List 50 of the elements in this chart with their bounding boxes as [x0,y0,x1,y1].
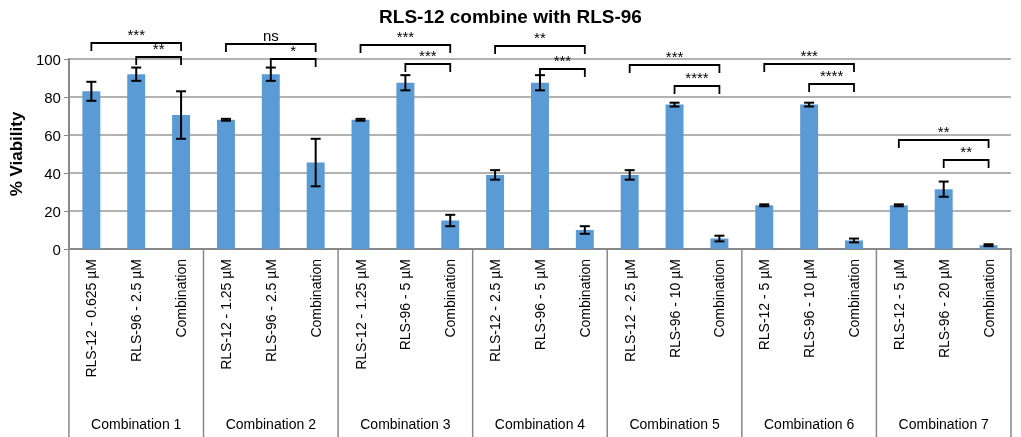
y-tick-label: 60 [44,126,61,144]
x-tick-label: RLS-96 - 10 µM [801,259,818,359]
annotation: *** [665,48,684,65]
text: Combination 4 [494,416,586,432]
chart-title: RLS-12 combine with RLS-96 [379,6,642,27]
x-tick-label: RLS-12 - 2.5 µM [621,259,638,362]
y-tick-label: 20 [44,202,61,220]
y-tick-label: 100 [35,50,61,68]
x-tick-label: RLS-96 - 20 µM [935,259,952,359]
y-tick-label: 40 [44,164,61,182]
text: Combination 7 [898,416,990,432]
annotation: **** [685,69,709,86]
text: ** [534,29,546,46]
text: *** [127,26,146,43]
x-tick-label: RLS-12 - 0.625 µM [83,259,100,378]
annotation: *** [553,52,572,69]
x-tick-label: Combination [980,259,997,338]
x-tick-label: Combination [307,259,324,338]
text: Combination 3 [360,416,451,432]
text: *** [396,28,415,45]
text: Combination 2 [225,416,317,432]
annotation: ** [960,143,973,160]
annotation: * [290,42,297,59]
x-tick-label: Combination [845,259,862,338]
text: Combination 1 [91,416,182,432]
text: Combination 6 [763,416,855,432]
y-tick-label: 80 [44,88,61,106]
x-tick-label: RLS-96 - 5 µM [531,259,548,351]
x-tick-label: RLS-96 - 5 µM [397,259,414,351]
annotation: *** [419,47,437,64]
text: ns [262,27,279,44]
x-tick-label: RLS-96 - 2.5 µM [262,259,279,362]
x-tick-label: Combination [442,259,459,338]
text: ** [152,40,165,57]
x-tick-label: Combination [173,259,190,338]
y-axis-title: % Viability [7,111,26,197]
x-tick-label: Combination [576,259,593,338]
x-tick-label: RLS-96 - 10 µM [666,259,683,359]
x-tick-label: RLS-12 - 1.25 µM [352,259,369,370]
x-tick-label: RLS-12 - 2.5 µM [487,259,504,362]
x-tick-label: Combination [711,259,728,338]
annotation: *** [800,47,819,64]
x-tick-label: RLS-12 - 1.25 µM [217,259,234,370]
annotation: **** [819,67,844,84]
x-tick-label: RLS-96 - 2.5 µM [128,259,145,362]
x-tick-label: RLS-12 - 5 µM [756,259,773,351]
annotation: ** [937,123,950,140]
y-tick-label: 0 [52,240,61,258]
text: Combination 5 [629,416,720,432]
x-tick-label: RLS-12 - 5 µM [890,259,907,351]
